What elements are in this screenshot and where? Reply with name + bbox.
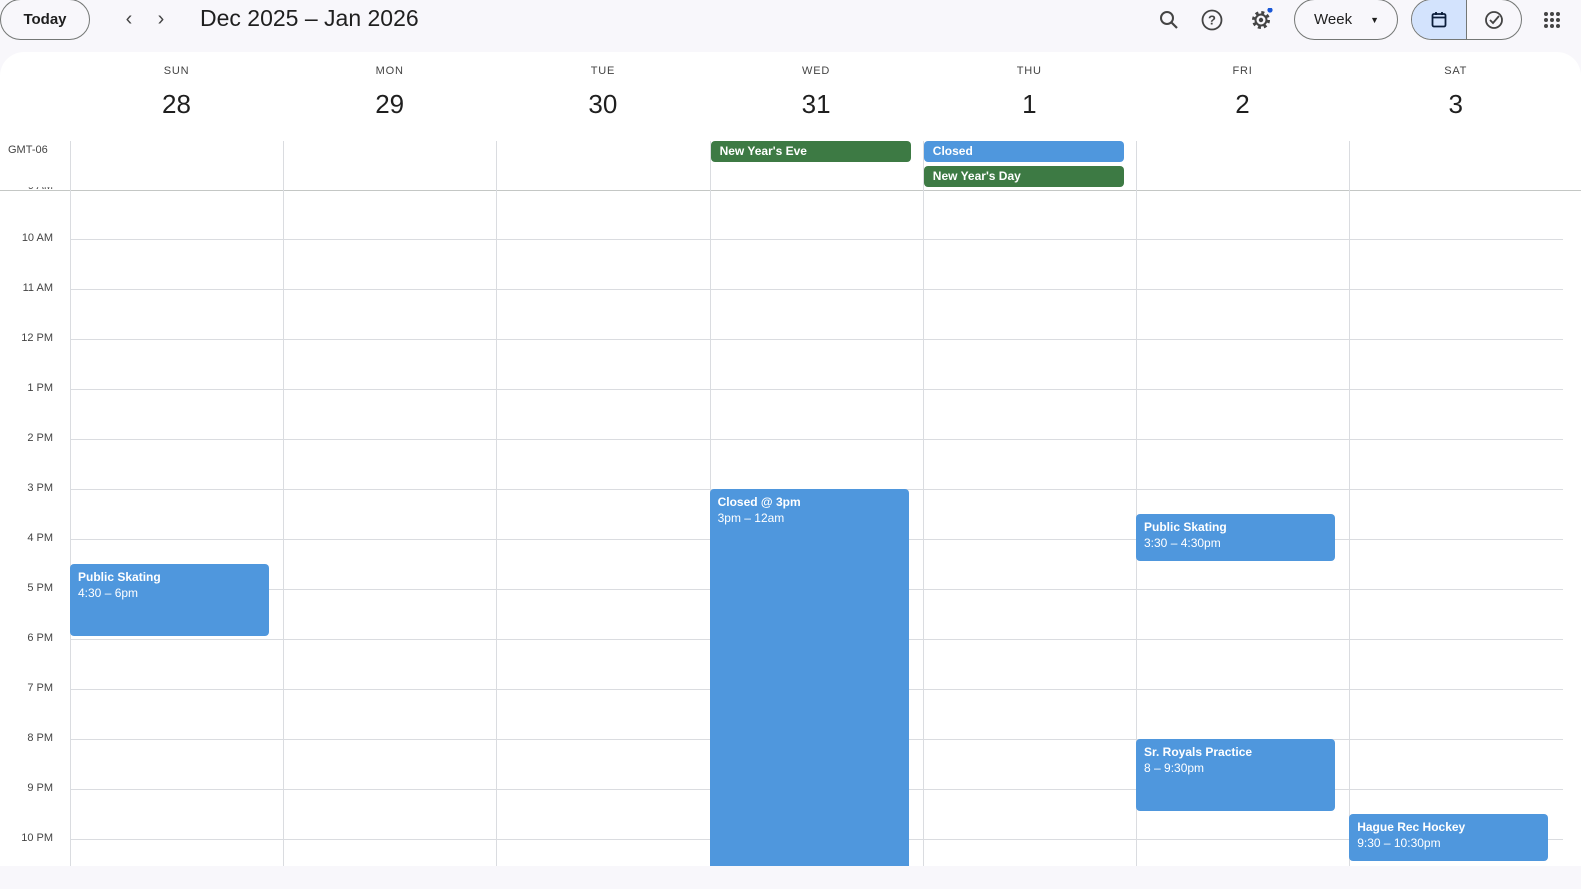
event-title: Public Skating xyxy=(78,570,161,584)
day-header[interactable]: WED 31 xyxy=(710,52,923,120)
column-divider xyxy=(70,141,71,866)
view-select[interactable]: Week ▼ xyxy=(1294,0,1398,40)
hour-line xyxy=(70,289,1563,290)
column-divider xyxy=(1136,141,1137,866)
day-number[interactable]: 1 xyxy=(1022,89,1037,119)
svg-text:?: ? xyxy=(1208,13,1216,28)
day-of-week: THU xyxy=(1016,65,1042,77)
day-of-week: SUN xyxy=(163,65,190,77)
all-day-divider xyxy=(0,190,1581,191)
day-header[interactable]: SAT 3 xyxy=(1349,52,1562,120)
day-header[interactable]: THU 1 xyxy=(923,52,1136,120)
column-divider xyxy=(922,141,924,866)
all-day-event[interactable]: New Year's Day xyxy=(923,166,1124,187)
event-title: Public Skating xyxy=(1144,520,1227,534)
hour-label: 3 PM xyxy=(27,482,53,494)
help-icon[interactable]: ? xyxy=(1198,6,1226,34)
hour-label: 6 PM xyxy=(27,632,53,644)
view-label: Week xyxy=(1314,11,1353,28)
hour-label: 7 PM xyxy=(27,682,53,694)
timezone-label: GMT-06 xyxy=(8,144,48,156)
event-time: 8 – 9:30pm xyxy=(1144,761,1205,775)
hour-label: 8 PM xyxy=(27,732,53,744)
search-icon[interactable] xyxy=(1155,6,1183,34)
day-of-week: TUE xyxy=(590,65,616,77)
event-time: 3pm – 12am xyxy=(717,511,785,525)
hour-line xyxy=(70,239,1563,240)
event-time: 4:30 – 6pm xyxy=(78,586,139,600)
day-of-week: WED xyxy=(802,65,831,77)
toolbar: Today ‹ › Dec 2025 – Jan 2026 ? Week ▼ xyxy=(0,0,1581,52)
all-day-event[interactable]: Closed xyxy=(923,141,1124,162)
today-button[interactable]: Today xyxy=(0,0,90,40)
event-time: 3:30 – 4:30pm xyxy=(1144,536,1221,550)
apps-grid-icon[interactable] xyxy=(1538,6,1566,34)
hour-label: 11 AM xyxy=(22,282,53,294)
hour-label: 12 PM xyxy=(21,332,53,344)
hour-label: 5 PM xyxy=(27,582,53,594)
day-of-week: FRI xyxy=(1232,65,1253,77)
column-divider xyxy=(283,141,285,866)
date-range-title: Dec 2025 – Jan 2026 xyxy=(200,5,419,31)
calendar-icon[interactable] xyxy=(1412,0,1467,39)
calendar-event[interactable]: Public Skating 3:30 – 4:30pm xyxy=(1136,514,1336,561)
day-header[interactable]: MON 29 xyxy=(283,52,496,120)
hour-line xyxy=(70,339,1563,340)
caret-down-icon: ▼ xyxy=(1370,14,1379,25)
calendar-event[interactable]: Public Skating 4:30 – 6pm xyxy=(70,564,270,636)
day-of-week: MON xyxy=(375,65,404,77)
all-day-event[interactable]: New Year's Eve xyxy=(710,141,911,162)
event-title: Hague Rec Hockey xyxy=(1357,820,1466,834)
calendar-event[interactable]: Closed @ 3pm 3pm – 12am xyxy=(709,489,909,866)
day-number[interactable]: 31 xyxy=(801,89,831,119)
tasks-check-icon[interactable] xyxy=(1467,0,1521,39)
hour-line xyxy=(70,439,1563,440)
column-divider xyxy=(1349,141,1351,866)
day-number[interactable]: 29 xyxy=(375,89,405,119)
chevron-right-icon[interactable]: › xyxy=(157,8,165,30)
hour-label: 4 PM xyxy=(27,532,53,544)
day-header[interactable]: FRI 2 xyxy=(1136,52,1349,120)
hour-label: 1 PM xyxy=(27,382,53,394)
settings-icon[interactable] xyxy=(1247,6,1275,34)
day-header[interactable]: TUE 30 xyxy=(496,52,709,120)
day-of-week: SAT xyxy=(1444,65,1468,77)
calendar-event[interactable]: Hague Rec Hockey 9:30 – 10:30pm xyxy=(1349,814,1549,861)
column-divider xyxy=(496,141,498,866)
hour-label: 2 PM xyxy=(27,432,53,444)
hour-label: 10 PM xyxy=(21,832,53,844)
event-title: Closed @ 3pm xyxy=(717,495,801,509)
chevron-left-icon[interactable]: ‹ xyxy=(125,8,133,30)
day-number[interactable]: 2 xyxy=(1235,89,1250,119)
event-time: 9:30 – 10:30pm xyxy=(1357,836,1441,850)
day-header[interactable]: SUN 28 xyxy=(70,52,283,120)
hour-label: 9 AM xyxy=(27,180,53,192)
calendar-event[interactable]: Sr. Royals Practice 8 – 9:30pm xyxy=(1136,739,1336,811)
day-number[interactable]: 28 xyxy=(162,89,191,119)
event-title: Sr. Royals Practice xyxy=(1144,745,1253,759)
hour-label: 9 PM xyxy=(27,782,53,794)
day-number[interactable]: 30 xyxy=(588,89,618,119)
hour-label: 10 AM xyxy=(21,232,53,244)
week-grid: GMT-06 SUN 28 MON 29 TUE 30 WED 31 THU 1 FRI 2 SAT 3 9… xyxy=(0,52,1581,866)
hour-line xyxy=(70,389,1563,390)
view-toggle xyxy=(1411,0,1522,40)
day-number[interactable]: 3 xyxy=(1448,89,1463,119)
